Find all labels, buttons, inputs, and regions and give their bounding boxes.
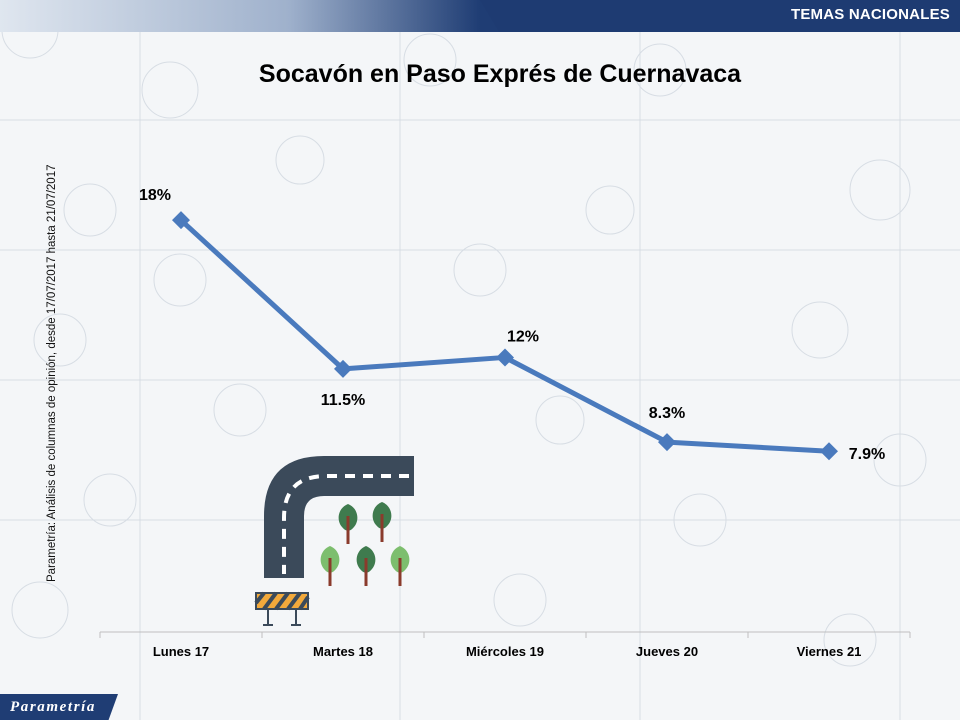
- top-bar-gradient: [0, 0, 480, 32]
- chart-title: Socavón en Paso Exprés de Cuernavaca: [258, 60, 742, 88]
- data-label: 18%: [139, 187, 171, 204]
- data-point-marker: [658, 433, 676, 452]
- data-label: 8.3%: [649, 405, 685, 422]
- x-tick-label: Viernes 21: [797, 644, 862, 659]
- series-layer: [172, 211, 838, 461]
- series-line: [179, 218, 830, 454]
- road-illustration: [254, 456, 414, 626]
- x-tick-label: Jueves 20: [636, 644, 698, 659]
- data-point-marker: [820, 442, 838, 461]
- section-label: TEMAS NACIONALES: [790, 6, 950, 23]
- data-point-marker: [334, 359, 352, 378]
- x-axis: Lunes 17 Martes 18 Miércoles 19 Jueves 20 Vi…: [99, 631, 911, 659]
- data-point-marker: [172, 211, 190, 230]
- brand-logo: Parametría: [10, 699, 96, 715]
- data-point-marker: [496, 348, 514, 367]
- data-label: 7.9%: [849, 446, 885, 463]
- x-tick-label: Martes 18: [313, 644, 373, 659]
- top-bar: [0, 0, 960, 32]
- data-label: 11.5%: [321, 392, 365, 409]
- footer-logo-band: [0, 694, 118, 720]
- x-tick-label: Miércoles 19: [466, 644, 544, 659]
- trees-icon: [320, 502, 410, 586]
- barrier-icon: [254, 591, 310, 626]
- top-bar-accent: [480, 0, 960, 32]
- data-label: 12%: [507, 328, 539, 345]
- labels-layer: 18% 11.5% 12% 8.3% 7.9%: [139, 187, 885, 463]
- road-icon: [264, 456, 414, 578]
- x-tick-label: Lunes 17: [153, 644, 209, 659]
